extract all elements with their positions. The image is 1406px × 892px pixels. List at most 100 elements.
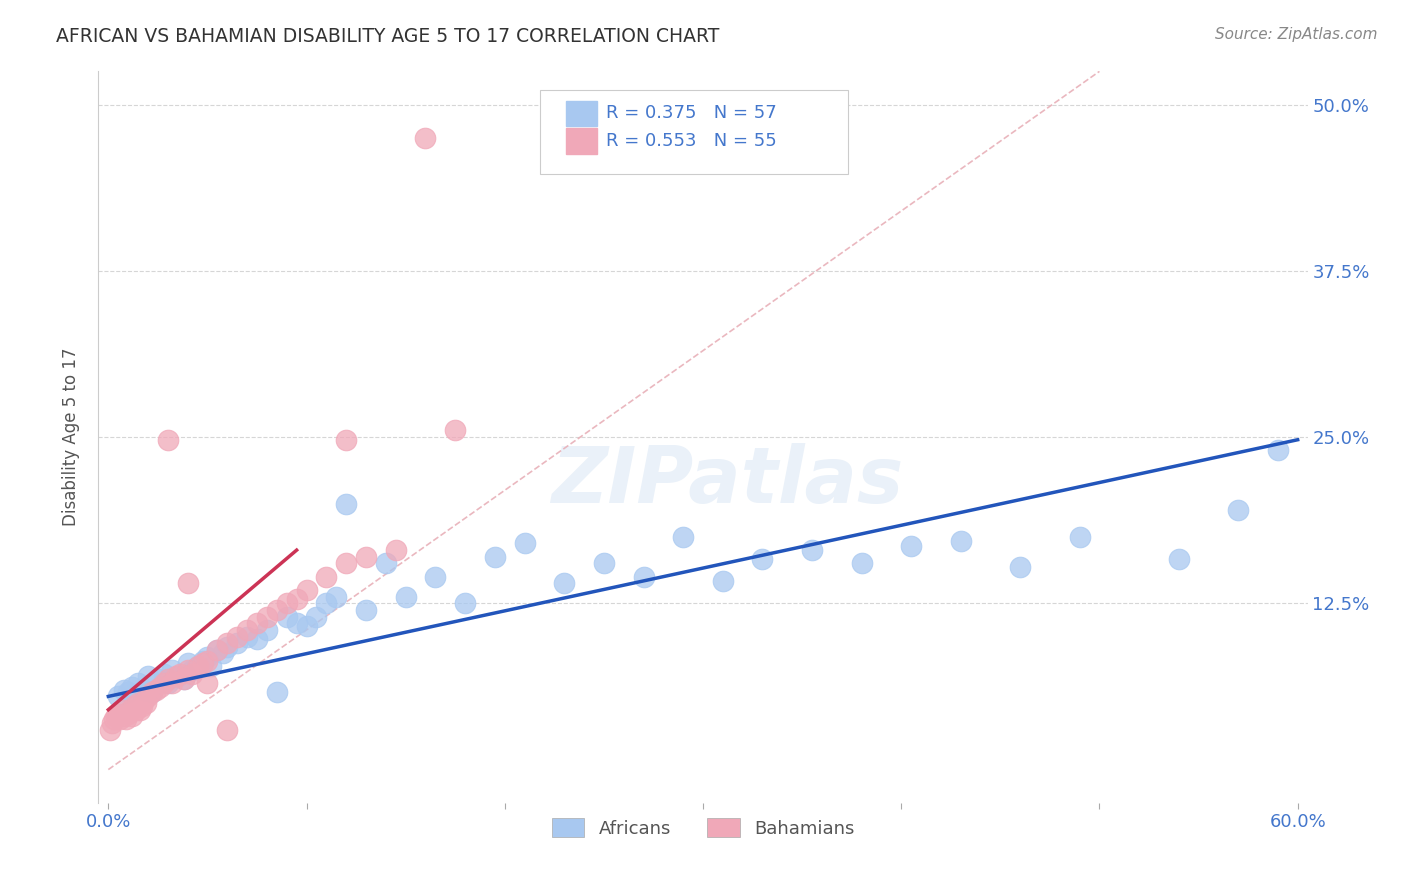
Point [415, 131, 437, 145]
Point [197, 653, 219, 667]
Point [285, 592, 308, 607]
Point [711, 574, 734, 588]
Text: R = 0.553   N = 55: R = 0.553 N = 55 [606, 132, 778, 150]
Point [117, 706, 139, 721]
Point [276, 596, 298, 610]
Point [374, 557, 396, 571]
Point [226, 630, 249, 644]
Point [246, 616, 269, 631]
Point [141, 685, 163, 699]
Point [266, 685, 288, 699]
Point [851, 557, 873, 571]
Point [633, 570, 655, 584]
Text: R = 0.375   N = 57: R = 0.375 N = 57 [606, 104, 778, 122]
Point [149, 680, 172, 694]
Text: Source: ZipAtlas.com: Source: ZipAtlas.com [1215, 27, 1378, 42]
Point [103, 712, 125, 726]
Point [335, 497, 357, 511]
Point [226, 636, 249, 650]
Point [246, 632, 269, 647]
Point [1010, 560, 1032, 574]
Point [121, 680, 143, 694]
Point [169, 666, 191, 681]
Point [160, 663, 183, 677]
Y-axis label: Disability Age 5 to 17: Disability Age 5 to 17 [62, 348, 80, 526]
FancyBboxPatch shape [540, 90, 848, 174]
Point [110, 712, 132, 726]
Point [335, 557, 357, 571]
Text: AFRICAN VS BAHAMIAN DISABILITY AGE 5 TO 17 CORRELATION CHART: AFRICAN VS BAHAMIAN DISABILITY AGE 5 TO … [56, 27, 720, 45]
Point [173, 672, 195, 686]
Point [335, 433, 357, 447]
Point [354, 603, 377, 617]
Point [801, 543, 824, 558]
Point [153, 666, 176, 681]
Point [207, 643, 229, 657]
Point [122, 698, 145, 713]
Point [593, 557, 616, 571]
Point [1227, 503, 1250, 517]
Point [186, 658, 208, 673]
Point [266, 603, 288, 617]
Point [121, 709, 143, 723]
Point [207, 643, 229, 657]
Point [395, 590, 418, 604]
Point [165, 669, 187, 683]
Point [112, 682, 135, 697]
Point [120, 703, 142, 717]
Point [141, 685, 163, 699]
Point [236, 623, 259, 637]
Point [193, 656, 215, 670]
Point [236, 630, 259, 644]
Point [305, 609, 328, 624]
Legend: Africans, Bahamians: Africans, Bahamians [544, 811, 862, 845]
Point [107, 706, 129, 721]
Point [256, 623, 278, 637]
Point [217, 636, 239, 650]
Point [315, 596, 337, 610]
FancyBboxPatch shape [567, 101, 596, 127]
Point [200, 658, 222, 673]
Point [193, 653, 215, 667]
Point [115, 712, 138, 726]
Point [212, 646, 235, 660]
Point [135, 696, 157, 710]
Point [173, 672, 195, 686]
Point [197, 676, 219, 690]
Point [156, 676, 179, 690]
Point [136, 669, 159, 683]
Point [145, 682, 167, 697]
Text: ZIPatlas: ZIPatlas [551, 443, 903, 519]
Point [131, 698, 153, 713]
Point [136, 690, 159, 704]
Point [1069, 530, 1091, 544]
Point [217, 640, 239, 655]
Point [217, 723, 239, 737]
Point [384, 543, 406, 558]
Point [276, 609, 298, 624]
Point [454, 596, 477, 610]
Point [156, 433, 179, 447]
Point [256, 609, 278, 624]
Point [425, 570, 447, 584]
Point [156, 672, 179, 686]
Point [484, 549, 506, 564]
Point [325, 590, 347, 604]
Point [180, 663, 202, 677]
Point [98, 723, 121, 737]
Point [949, 533, 972, 548]
Point [751, 552, 773, 566]
Point [1167, 552, 1189, 566]
Point [132, 682, 155, 697]
Point [125, 703, 148, 717]
Point [132, 693, 155, 707]
Point [444, 424, 467, 438]
Point [176, 663, 198, 677]
Point [107, 690, 129, 704]
Point [553, 576, 575, 591]
Point [146, 672, 169, 686]
Point [180, 666, 202, 681]
Point [117, 685, 139, 699]
Point [127, 676, 149, 690]
Point [295, 619, 318, 633]
